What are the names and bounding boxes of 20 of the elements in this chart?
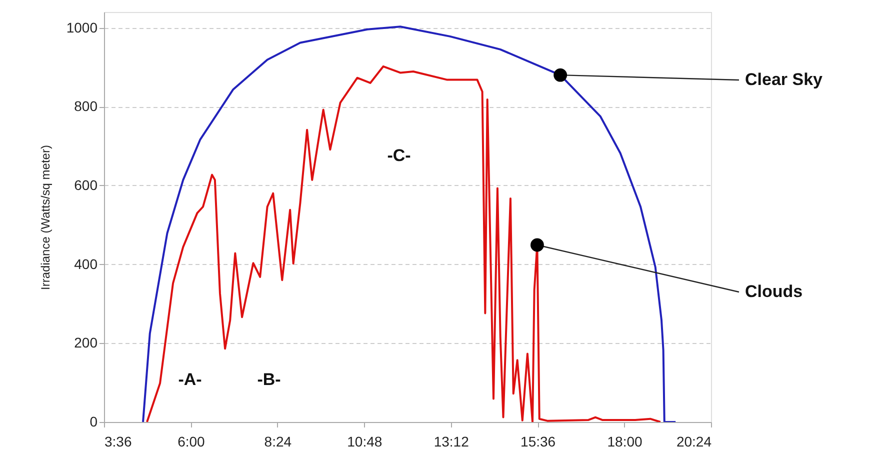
annotation: -C- bbox=[387, 146, 411, 165]
y-tick-label: 1000 bbox=[66, 19, 98, 36]
x-tick-label: 20:24 bbox=[676, 434, 712, 450]
annotation: -A- bbox=[178, 370, 202, 389]
x-tick-label: 18:00 bbox=[607, 434, 643, 450]
x-tick-label: 3:36 bbox=[104, 434, 132, 450]
x-tick-label: 6:00 bbox=[178, 434, 206, 450]
y-tick-label: 800 bbox=[74, 98, 98, 114]
text: Clouds bbox=[745, 282, 803, 301]
annotation: -B- bbox=[257, 370, 281, 389]
y-tick-label: 400 bbox=[74, 256, 98, 272]
y-axis-title: Irradiance (Watts/sq meter) bbox=[38, 145, 52, 290]
x-tick-label: 10:48 bbox=[347, 434, 382, 450]
x-tick-label: 13:12 bbox=[434, 434, 470, 450]
y-tick-label: 0 bbox=[90, 414, 98, 430]
x-tick-label: 8:24 bbox=[264, 434, 292, 450]
y-tick-label: 200 bbox=[74, 334, 98, 351]
x-tick-label: 15:36 bbox=[520, 434, 556, 450]
text: Clear Sky bbox=[745, 70, 824, 89]
y-tick-label: 600 bbox=[74, 176, 98, 193]
